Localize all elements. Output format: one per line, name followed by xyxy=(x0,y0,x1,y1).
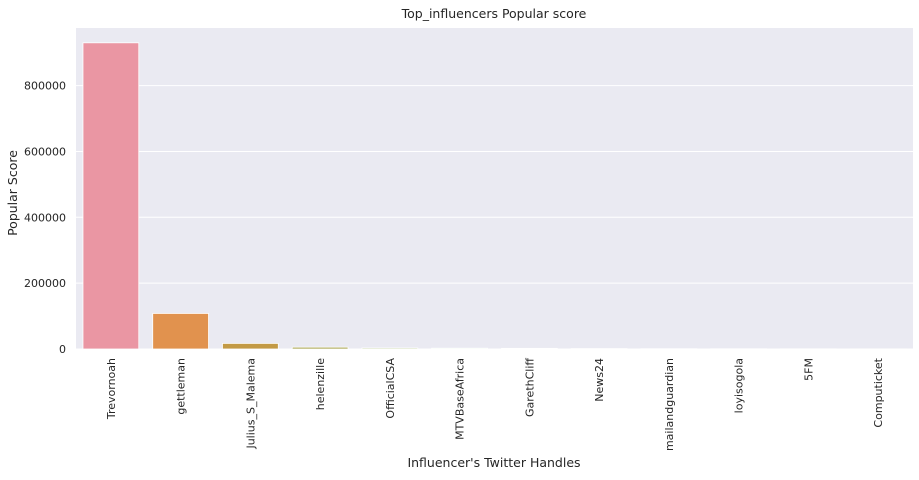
x-tick-label: mailandguardian xyxy=(663,358,676,451)
bar-Julius_S_Malema xyxy=(222,343,278,349)
bar-gettleman xyxy=(153,313,209,349)
bar-MTVBaseAfrica xyxy=(432,348,488,349)
plot-background xyxy=(76,28,913,349)
y-tick-label: 400000 xyxy=(24,211,66,224)
x-tick-label: News24 xyxy=(593,358,606,402)
bar-Trevornoah xyxy=(83,43,139,349)
y-tick-labels: 0 200000 400000 600000 800000 xyxy=(24,80,66,356)
x-tick-label: Computicket xyxy=(872,357,885,427)
bar-GarethCliff xyxy=(501,348,557,349)
y-tick-label: 800000 xyxy=(24,80,66,93)
x-tick-label: gettleman xyxy=(175,358,188,415)
bar-OfficialCSA xyxy=(362,348,418,349)
x-tick-label: OfficialCSA xyxy=(384,358,397,419)
x-tick-label: 5FM xyxy=(802,358,815,381)
chart-title: Top_influencers Popular score xyxy=(401,6,587,21)
x-tick-labels: Trevornoah gettleman Julius_S_Malema helenz… xyxy=(105,357,885,451)
x-tick-label: helenzille xyxy=(314,358,327,410)
bar-helenzille xyxy=(292,347,348,349)
x-tick-label: Julius_S_Malema xyxy=(244,358,257,450)
x-tick-label: loyisogola xyxy=(733,358,746,413)
x-tick-label: GarethCliff xyxy=(523,358,536,417)
x-tick-label: Trevornoah xyxy=(105,358,118,420)
y-axis-label: Popular Score xyxy=(5,150,20,236)
y-tick-label: 0 xyxy=(59,343,66,356)
y-tick-label: 200000 xyxy=(24,277,66,290)
x-axis-label: Influencer's Twitter Handles xyxy=(407,455,580,470)
x-tick-label: MTVBaseAfrica xyxy=(454,358,467,440)
y-tick-label: 600000 xyxy=(24,145,66,158)
